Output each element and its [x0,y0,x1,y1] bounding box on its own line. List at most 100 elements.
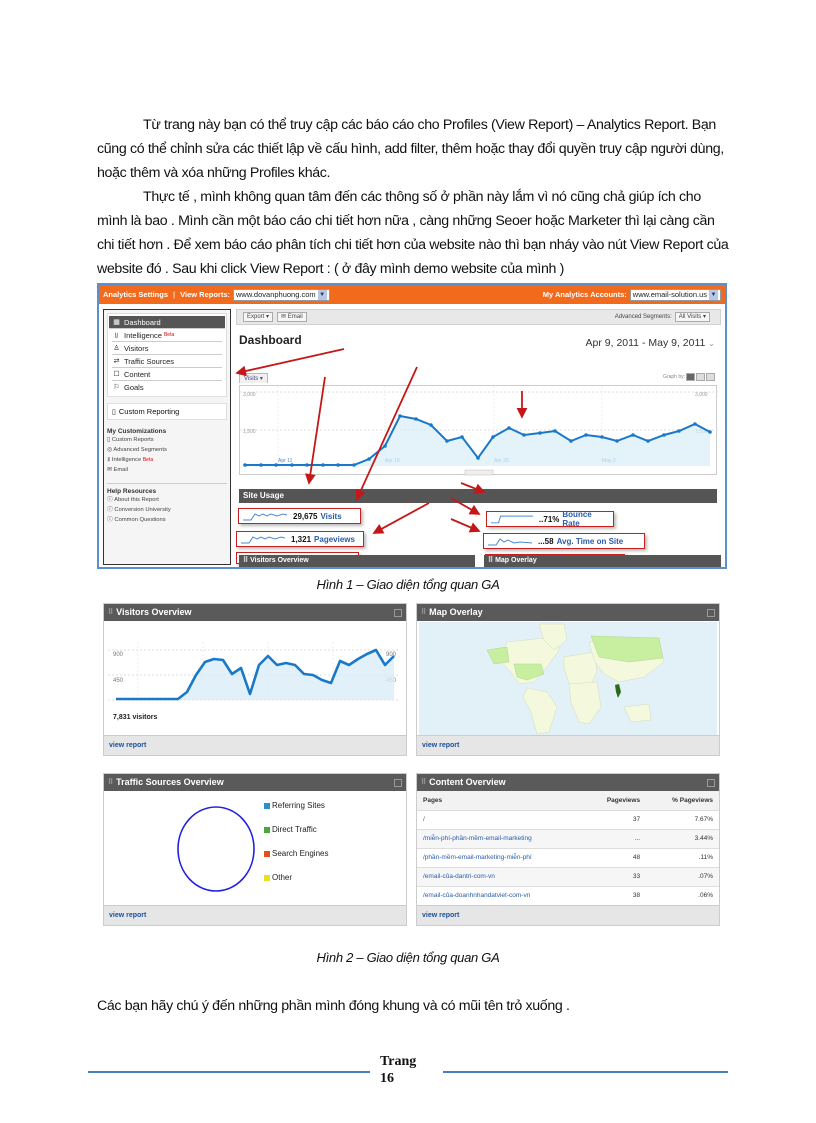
page-link[interactable]: / [417,810,584,830]
table-header-row: Pages Pageviews % Pageviews [417,791,719,811]
help-about-link[interactable]: ⓘ About this Report [107,497,159,503]
ga-dashboard-screenshot: Analytics Settings | View Reports: www.d… [97,283,727,569]
graph-week-button[interactable] [696,373,705,381]
custom-reporting-link[interactable]: ▯ Custom Reporting [107,403,227,420]
page-title: Dashboard [239,333,302,347]
help-conversion-link[interactable]: ⓘ Conversion University [107,507,171,513]
sparkline [488,538,532,546]
sidebar-item-content[interactable]: ☐ Content [112,368,222,381]
figure-2-caption: Hình 2 – Giao diện tổng quan GA [316,950,500,965]
sidebar-item-goals[interactable]: ⚐ Goals [113,383,144,392]
sidebar-item-dashboard[interactable]: ▦ Dashboard [109,316,225,329]
graph-month-button[interactable] [706,373,715,381]
sidebar-item-traffic-sources[interactable]: ⇄ Traffic Sources [112,355,222,368]
page-number: Trang 16 [380,1054,417,1086]
grid-icon: ▦ [113,318,120,326]
visitors-overview-widget: ⠿Visitors Overview 900 450 900 450 7,831… [103,603,407,756]
view-report-link[interactable]: view report [417,905,719,925]
drag-handle-icon[interactable]: ⠿ [421,609,427,616]
advanced-segments-link[interactable]: ◎ Advanced Segments [107,447,167,453]
intro-paragraph-2: Thực tế , mình không quan tâm đến các th… [97,189,729,277]
sparkline [491,515,533,524]
view-report-link[interactable]: view report [417,735,719,755]
close-icon[interactable] [394,778,402,787]
table-row: /email-của-doanhnhandatviet-com-vn 38.06% [417,886,719,906]
segments-select[interactable]: All Visits ▾ [674,312,710,322]
accounts-select[interactable]: www.email-solution.us ▼ [629,288,721,301]
drag-handle-icon[interactable]: ⠿ [421,779,427,786]
legend-swatch [264,826,270,833]
world-map[interactable] [419,622,717,736]
intelligence-link[interactable]: ⫫ Intelligence Beta [107,457,154,463]
chevron-down-icon: ▼ [709,289,718,300]
chevron-down-icon: ⌄ [708,339,715,348]
view-reports-select[interactable]: www.dovanphuong.com ▼ [233,288,330,301]
report-icon: ▯ [112,409,116,416]
page-link[interactable]: /email-của-dantri-com-vn [417,867,584,887]
visitors-overview-bar: ⠿ Visitors Overview [239,555,475,567]
svg-text:3,000: 3,000 [243,392,256,398]
column-pages[interactable]: Pages [417,791,584,811]
custom-reports-link[interactable]: ▯ Custom Reports [107,437,154,443]
export-button[interactable]: Export ▾ [243,312,274,322]
annotation-arrows [235,348,528,534]
close-icon[interactable] [707,608,715,617]
map-overlay-bar: ⠿ Map Overlay [484,555,721,567]
sidebar: ▦ Dashboard ⫫ Intelligence Beta ♙ Visitors ⇄… [103,309,231,565]
sidebar-item-intelligence[interactable]: ⫫ Intelligence Beta [112,329,222,342]
table-row: /miễn-phí-phần-mềm-email-marketing... 3.4… [417,829,719,849]
flag-icon: ⚐ [113,384,120,391]
footer-rule-left [88,1071,370,1073]
vietnam-highlight [615,684,621,698]
column-percent-pageviews[interactable]: % Pageviews [646,791,719,811]
date-range-picker[interactable]: Apr 9, 2011 - May 9, 2011 ⌄ [585,337,715,349]
figure-1-caption: Hình 1 – Giao diện tổng quan GA [316,577,500,592]
legend-swatch [264,850,270,857]
metric-bounce-rate[interactable]: ..71% Bounce Rate [486,510,614,528]
analytics-settings-link[interactable]: Analytics Settings [103,290,169,299]
close-icon[interactable] [707,778,715,787]
page-link[interactable]: /miễn-phí-phần-mềm-email-marketing [417,829,584,849]
table-row: /37 7.67% [417,810,719,830]
svg-text:3,000: 3,000 [695,392,708,398]
customizations-heading: My Customizations [107,428,167,435]
view-reports-label: View Reports: [180,290,231,299]
closing-paragraph: Các bạn hãy chú ý đến những phần mình đó… [97,998,570,1014]
metric-avg-time[interactable]: ...58 Avg. Time on Site [483,533,645,549]
email-link[interactable]: ✉ Email [107,467,128,473]
drag-handle-icon[interactable]: ⠿ [108,609,114,616]
sidebar-nav: ▦ Dashboard ⫫ Intelligence Beta ♙ Visitors ⇄… [107,313,227,397]
page-link[interactable]: /phần-mềm-email-marketing-miễn-phí [417,848,584,868]
traffic-sources-widget: ⠿ Traffic Sources Overview Referring Site… [103,773,407,926]
legend-referring-sites: Referring Sites [264,801,325,810]
sparkline [243,513,287,521]
person-icon: ♙ [113,344,120,352]
dashboard-toolbar: Export ▾ ✉ Email Advanced Segments: All … [236,309,721,325]
legend-swatch [264,874,270,881]
widget-header: ⠿ Content Overview [417,774,719,791]
column-pageviews[interactable]: Pageviews [583,791,647,811]
page-link[interactable]: /email-của-doanhnhandatviet-com-vn [417,886,584,906]
close-icon[interactable] [394,608,402,617]
svg-text:900: 900 [386,652,397,658]
view-report-link[interactable]: view report [104,735,406,755]
segments-label: Advanced Segments: [614,314,672,320]
analytics-topbar: Analytics Settings | View Reports: www.d… [99,285,725,304]
chart-metric-tab[interactable]: Visits ▾ [239,373,268,383]
content-overview-widget: ⠿ Content Overview Pages Pageviews % Page… [416,773,720,926]
svg-text:1,500: 1,500 [243,429,256,435]
sidebar-item-visitors[interactable]: ♙ Visitors [112,342,222,355]
traffic-icon: ⇄ [113,357,120,365]
help-questions-link[interactable]: ⓘ Common Questions [107,517,166,523]
graph-day-button[interactable] [686,373,695,381]
email-button[interactable]: ✉ Email [277,312,307,322]
beta-badge: Beta [163,331,175,338]
metric-visits[interactable]: 29,675 Visits [238,508,361,524]
metric-pageviews[interactable]: 1,321 Pageviews [236,531,364,547]
sparkline [241,536,285,544]
drag-handle-icon[interactable]: ⠿ [108,779,114,786]
table-row: /email-của-dantri-com-vn 33.07% [417,867,719,887]
legend-search-engines: Search Engines [264,849,328,858]
view-report-link[interactable]: view report [104,905,406,925]
table-row: /phần-mềm-email-marketing-miễn-phí 48.11% [417,848,719,868]
